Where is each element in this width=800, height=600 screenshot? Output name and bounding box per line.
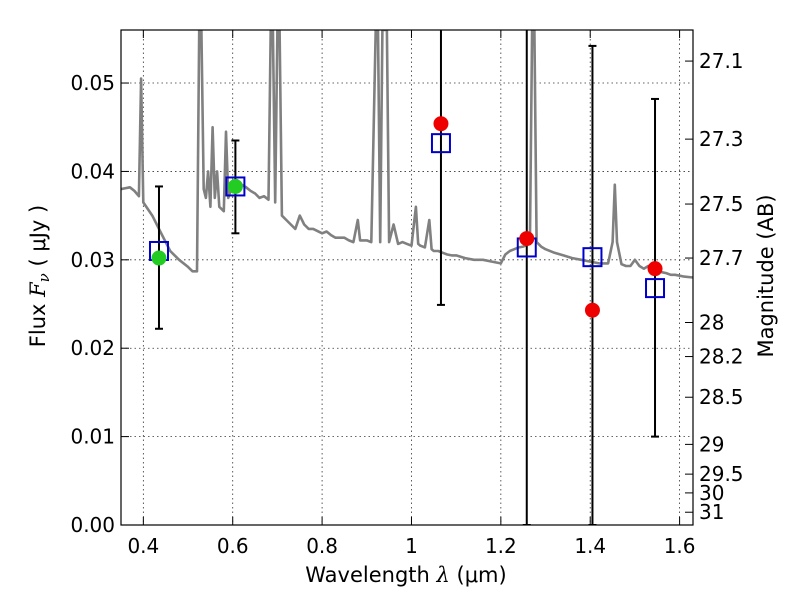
model-square	[645, 278, 666, 299]
x-tick-label: 0.8	[306, 534, 338, 558]
x-tick-label: 1.4	[574, 534, 606, 558]
x-tick-label: 0.6	[217, 534, 249, 558]
flux-point	[227, 178, 243, 194]
magnitude-tick-label: 28	[699, 310, 724, 334]
x-tick-label: 1.6	[664, 534, 696, 558]
flux-point	[647, 261, 663, 277]
magnitude-tick-label: 27.3	[699, 127, 744, 151]
magnitude-tick-label: 27.5	[699, 192, 744, 216]
magnitude-tick-label: 30	[699, 481, 724, 505]
y-tick-label: 0.05	[70, 71, 115, 95]
flux-point	[151, 250, 167, 266]
magnitude-tick-label: 27.7	[699, 246, 744, 270]
plot-background	[121, 30, 693, 525]
model-square	[430, 133, 451, 154]
x-axis-ticks: 0.4 0.6 0.8 1 1.2 1.4 1.6	[127, 30, 696, 558]
y-axis-label: Flux Fν ( μJy )	[26, 205, 53, 347]
x-tick-label: 1.2	[485, 534, 517, 558]
model-square	[582, 247, 603, 268]
plot-frame	[120, 29, 694, 526]
flux-point	[584, 302, 600, 318]
y-tick-label: 0.00	[70, 513, 115, 537]
magnitude-axis-label: Magnitude (AB)	[754, 194, 778, 357]
magnitude-tick-label: 28.5	[699, 385, 744, 409]
y-tick-label: 0.04	[70, 159, 115, 183]
model-square	[225, 176, 246, 197]
y-tick-label: 0.03	[70, 248, 115, 272]
magnitude-tick-label: 28.2	[699, 345, 744, 369]
y-tick-label: 0.02	[70, 336, 115, 360]
y-tick-label: 0.01	[70, 425, 115, 449]
magnitude-tick-label: 27.1	[699, 49, 744, 73]
observed-flux-points	[151, 116, 663, 318]
magnitude-tick-label: 29.5	[699, 462, 744, 486]
spectrum-line	[121, 30, 693, 279]
flux-point	[519, 231, 535, 247]
y-axis-ticks: 0.00 0.01 0.02 0.03 0.04 0.05	[70, 71, 129, 537]
x-axis-label: Wavelength λ (μm)	[305, 563, 506, 587]
flux-point	[433, 116, 449, 132]
magnitude-tick-label: 29	[699, 432, 724, 456]
x-tick-label: 0.4	[127, 534, 159, 558]
magnitude-tick-label: 31	[699, 500, 724, 524]
x-tick-label: 1	[405, 534, 418, 558]
